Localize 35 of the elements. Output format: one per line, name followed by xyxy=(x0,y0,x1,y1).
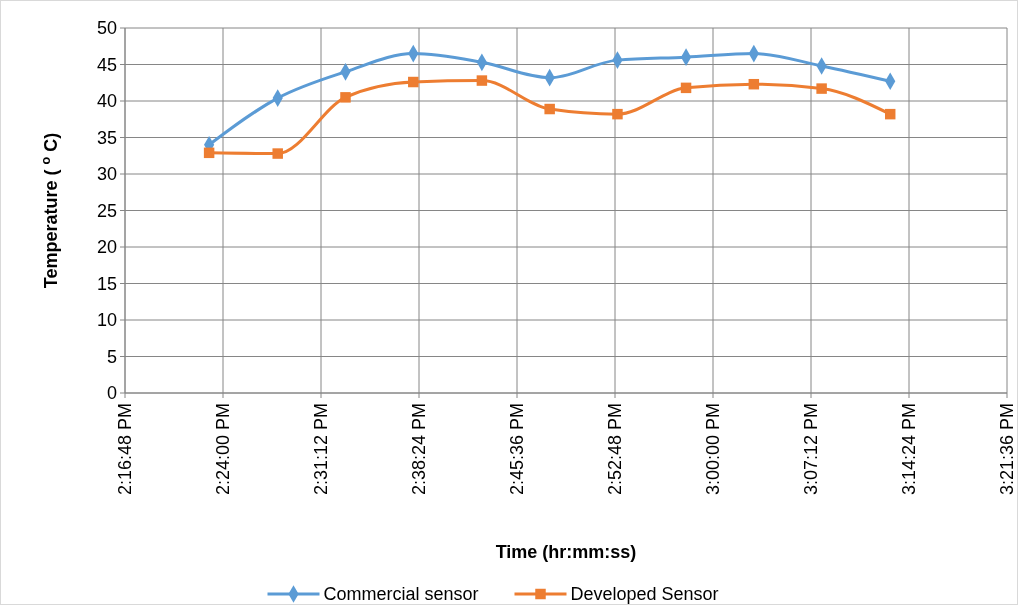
x-tick-label: 3:14:24 PM xyxy=(899,403,920,496)
x-axis-title: Time (hr:mm:ss) xyxy=(495,542,637,562)
x-tick-label: 3:00:00 PM xyxy=(703,403,724,496)
y-tick-label: 5 xyxy=(106,346,117,367)
y-tick-label: 50 xyxy=(96,18,117,39)
y-tick-label: 30 xyxy=(96,164,117,185)
x-tick-label: 3:07:12 PM xyxy=(801,403,822,496)
y-tick-label: 45 xyxy=(96,54,117,75)
y-tick-label: 25 xyxy=(96,200,117,221)
y-tick-label: 40 xyxy=(96,91,117,112)
point xyxy=(203,147,215,159)
point xyxy=(884,108,896,120)
point xyxy=(612,108,623,120)
point xyxy=(272,148,283,159)
x-tick-label: 2:52:48 PM xyxy=(605,403,626,496)
point xyxy=(680,82,692,94)
point xyxy=(544,103,555,115)
x-tick-label: 2:24:00 PM xyxy=(213,403,234,496)
legend-label: Developed Sensor xyxy=(570,584,719,605)
point xyxy=(748,78,760,90)
point xyxy=(340,92,351,103)
x-tick-label: 2:16:48 PM xyxy=(115,403,136,496)
legend-label: Commercial sensor xyxy=(323,584,479,605)
point xyxy=(408,76,419,88)
y-tick-label: 35 xyxy=(96,127,117,148)
point xyxy=(816,83,827,94)
x-tick-label: 2:38:24 PM xyxy=(409,403,430,496)
x-tick-label: 2:45:36 PM xyxy=(507,403,528,496)
y-tick-label: 0 xyxy=(106,383,117,404)
x-tick-label: 3:21:36 PM xyxy=(997,403,1018,496)
x-tick-label: 2:31:12 PM xyxy=(311,403,332,496)
point xyxy=(476,75,488,86)
y-tick-label: 10 xyxy=(96,310,117,331)
y-tick-label: 20 xyxy=(96,237,117,258)
y-tick-label: 15 xyxy=(96,273,117,294)
